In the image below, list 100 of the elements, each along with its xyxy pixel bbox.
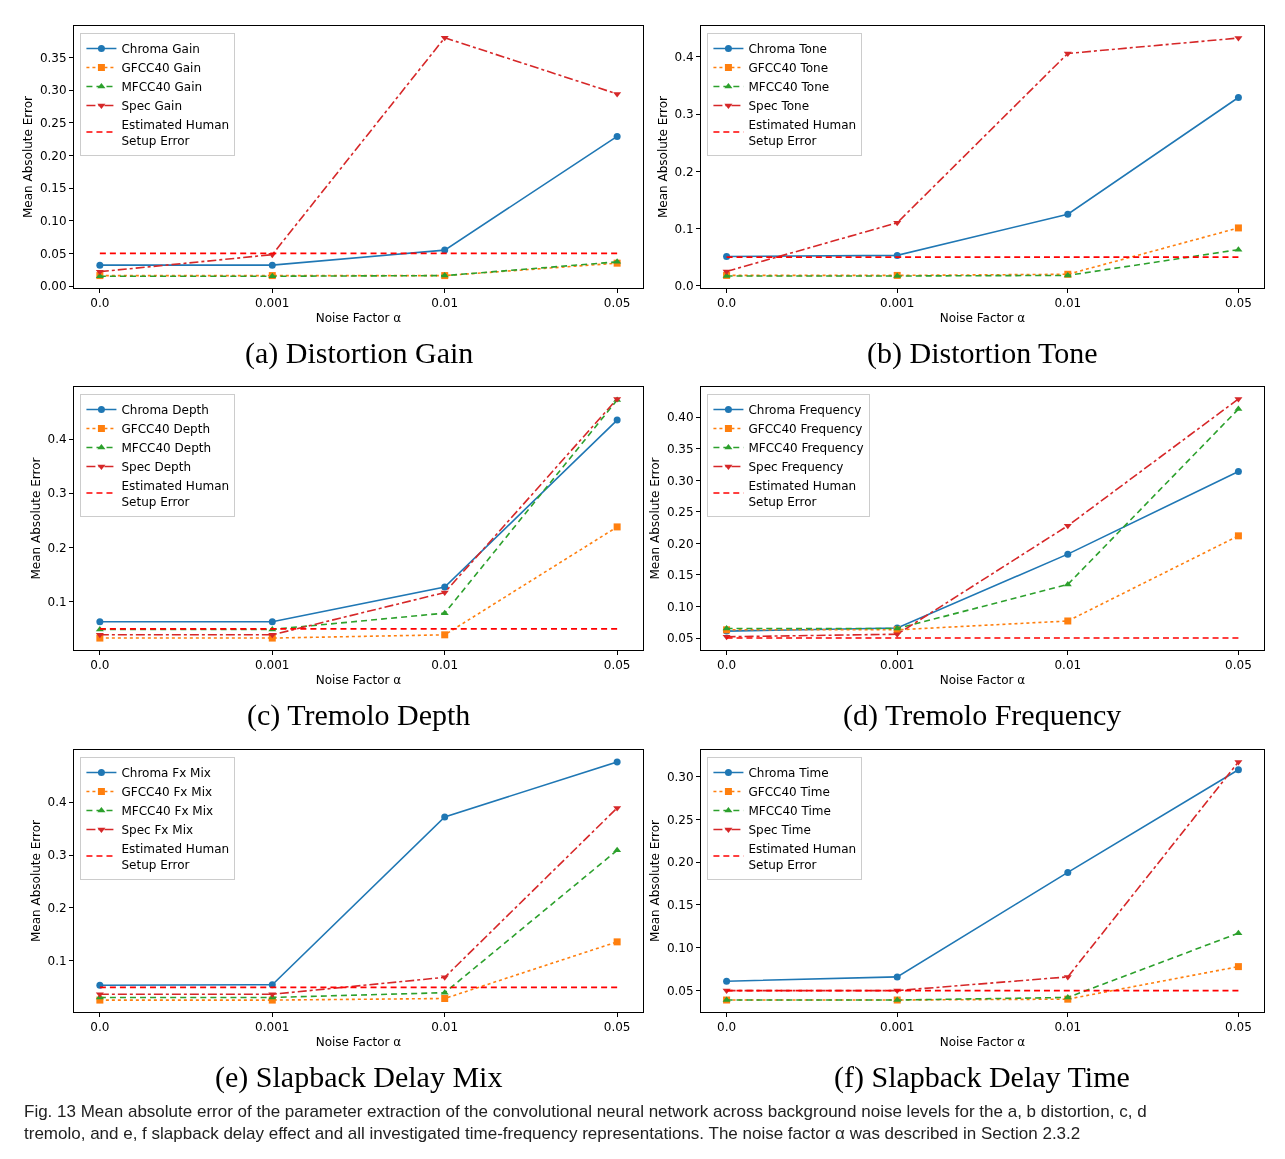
legend-label: Chroma Tone xyxy=(748,42,827,57)
legend-label: Estimated Human Setup Error xyxy=(748,117,857,148)
x-tick-label: 0.001 xyxy=(255,1020,290,1035)
y-tick-label: 0.05 xyxy=(666,983,694,998)
text: (c) Tremolo Depth xyxy=(247,698,471,732)
y-tick-label: 0.20 xyxy=(666,536,694,551)
y-tick-label: 0.15 xyxy=(666,898,694,913)
y-axis-title: Mean Absolute Error xyxy=(21,95,36,219)
x-tick-label: 0.01 xyxy=(431,296,459,311)
caption: Fig. 13 Mean absolute error of the parameter extraction of the convolutional neural network across background noise levels for the a, b distortion, c, d tremolo, and e, f slapback delay effect and all investigated time-frequency representations. The noise factor α was described in Section 2.3.2 xyxy=(24,1102,1147,1144)
x-axis-title: Noise Factor α xyxy=(939,673,1026,688)
legend-label: MFCC40 Depth xyxy=(121,441,212,456)
legend-label: MFCC40 Time xyxy=(748,804,831,819)
x-tick-label: 0.05 xyxy=(603,658,631,673)
legend-label: GFCC40 Frequency xyxy=(748,422,863,437)
y-tick-label: 0.2 xyxy=(47,540,67,555)
y-tick-label: 0.10 xyxy=(666,940,694,955)
y-axis-title: Mean Absolute Error xyxy=(655,95,670,219)
legend-label: GFCC40 Gain xyxy=(121,61,202,76)
y-tick-label: 0.4 xyxy=(674,50,694,65)
legend-label: Spec Gain xyxy=(121,99,183,114)
x-tick-label: 0.01 xyxy=(431,658,459,673)
y-tick-label: 0.3 xyxy=(47,848,67,863)
y-tick-label: 0.1 xyxy=(47,594,67,609)
y-tick-label: 0.10 xyxy=(39,213,67,228)
y-tick-label: 0.15 xyxy=(39,181,67,196)
legend-label: Estimated Human Setup Error xyxy=(121,478,230,509)
y-tick-label: 0.15 xyxy=(666,568,694,583)
x-tick-label: 0.05 xyxy=(1225,658,1252,673)
y-tick-label: 0.3 xyxy=(47,486,67,501)
y-tick-label: 0.30 xyxy=(666,769,694,784)
x-axis-title: Noise Factor α xyxy=(939,311,1026,326)
x-tick-label: 0.001 xyxy=(255,658,290,673)
x-tick-label: 0.05 xyxy=(603,296,631,311)
legend-label: Chroma Gain xyxy=(121,42,200,57)
y-tick-label: 0.0 xyxy=(674,278,694,293)
legend-label: Chroma Fx Mix xyxy=(121,766,211,781)
y-tick-label: 0.4 xyxy=(47,795,67,810)
legend-label: Spec Fx Mix xyxy=(121,823,194,838)
legend-label: MFCC40 Gain xyxy=(121,80,203,95)
y-tick-label: 0.2 xyxy=(674,164,694,179)
y-tick-label: 0.20 xyxy=(666,855,694,870)
y-axis-title: Mean Absolute Error xyxy=(648,819,663,943)
text: (b) Distortion Tone xyxy=(867,336,1098,370)
legend-label: Estimated Human Setup Error xyxy=(748,478,857,509)
text: (a) Distortion Gain xyxy=(245,336,474,370)
legend-label: GFCC40 Time xyxy=(748,785,830,800)
y-tick-label: 0.3 xyxy=(674,107,694,122)
y-tick-label: 0.25 xyxy=(39,115,67,130)
y-tick-label: 0.10 xyxy=(666,599,694,614)
y-tick-label: 0.05 xyxy=(39,246,67,261)
legend-label: Chroma Depth xyxy=(121,403,209,418)
y-tick-label: 0.00 xyxy=(39,279,67,294)
y-tick-label: 0.30 xyxy=(666,473,694,488)
legend-label: Estimated Human Setup Error xyxy=(748,841,857,872)
y-tick-label: 0.4 xyxy=(47,432,67,447)
legend-label: MFCC40 Frequency xyxy=(748,441,864,456)
y-tick-label: 0.1 xyxy=(47,954,67,969)
y-axis-title: Mean Absolute Error xyxy=(28,819,43,943)
x-tick-label: 0.05 xyxy=(1225,296,1252,311)
x-tick-label: 0.0 xyxy=(90,658,110,673)
x-tick-label: 0.001 xyxy=(880,658,915,673)
x-axis-title: Noise Factor α xyxy=(315,311,402,326)
legend-label: MFCC40 Tone xyxy=(748,80,830,95)
x-tick-label: 0.05 xyxy=(603,1020,631,1035)
y-tick-label: 0.25 xyxy=(666,812,694,827)
y-tick-label: 0.30 xyxy=(39,83,67,98)
y-tick-label: 0.40 xyxy=(666,410,694,425)
legend-label: Chroma Time xyxy=(748,766,829,781)
x-tick-label: 0.001 xyxy=(255,296,290,311)
y-axis-title: Mean Absolute Error xyxy=(28,457,43,580)
legend-label: MFCC40 Fx Mix xyxy=(121,804,214,819)
x-tick-label: 0.0 xyxy=(717,658,737,673)
x-tick-label: 0.05 xyxy=(1225,1020,1252,1035)
legend-label: Spec Tone xyxy=(748,99,810,114)
x-tick-label: 0.01 xyxy=(1054,658,1082,673)
legend-label: Spec Depth xyxy=(121,460,192,475)
x-axis-title: Noise Factor α xyxy=(939,1035,1026,1050)
legend-label: Chroma Frequency xyxy=(748,403,862,418)
text: (f) Slapback Delay Time xyxy=(834,1060,1130,1094)
legend-label: Spec Time xyxy=(748,823,811,838)
x-tick-label: 0.001 xyxy=(880,296,915,311)
x-tick-label: 0.01 xyxy=(1054,1020,1082,1035)
x-tick-label: 0.0 xyxy=(90,1020,110,1035)
x-tick-label: 0.01 xyxy=(431,1020,459,1035)
text: (e) Slapback Delay Mix xyxy=(215,1060,503,1094)
x-axis-title: Noise Factor α xyxy=(315,673,402,688)
legend-label: GFCC40 Fx Mix xyxy=(121,785,213,800)
y-tick-label: 0.20 xyxy=(39,148,67,163)
legend-label: GFCC40 Depth xyxy=(121,422,211,437)
x-tick-label: 0.01 xyxy=(1054,296,1082,311)
x-tick-label: 0.0 xyxy=(90,296,110,311)
y-tick-label: 0.05 xyxy=(666,631,694,646)
y-axis-title: Mean Absolute Error xyxy=(648,457,663,580)
text: (d) Tremolo Frequency xyxy=(843,698,1122,732)
legend-label: Estimated Human Setup Error xyxy=(121,841,230,872)
legend-label: GFCC40 Tone xyxy=(748,61,829,76)
y-tick-label: 0.35 xyxy=(39,50,67,65)
y-tick-label: 0.1 xyxy=(674,221,694,236)
x-tick-label: 0.001 xyxy=(880,1020,915,1035)
